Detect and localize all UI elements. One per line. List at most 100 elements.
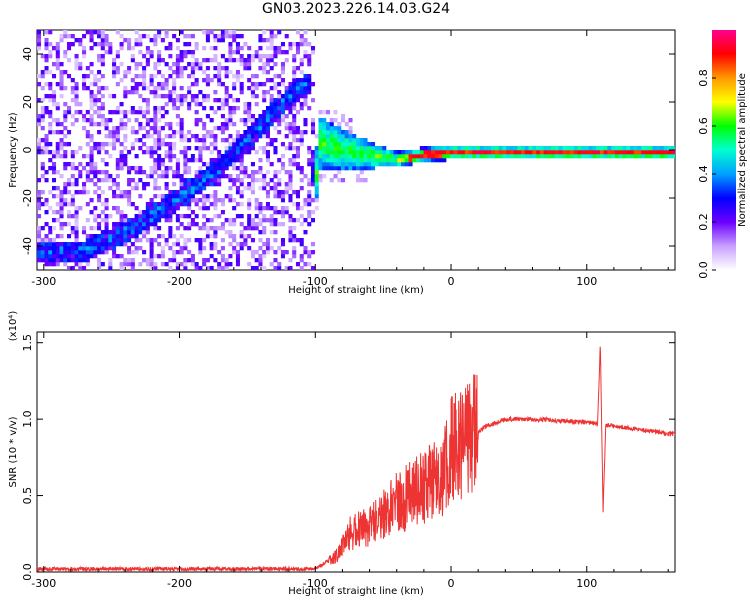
- heatmap-cell: [220, 174, 225, 179]
- heatmap-cell: [374, 150, 379, 155]
- heatmap-cell: [292, 42, 297, 47]
- heatmap-cell: [153, 186, 158, 191]
- heatmap-cell: [269, 114, 274, 119]
- heatmap-cell: [130, 226, 135, 231]
- heatmap-cell: [108, 42, 113, 47]
- heatmap-cell: [123, 234, 128, 239]
- heatmap-cell: [138, 146, 143, 151]
- heatmap-cell: [333, 174, 338, 179]
- heatmap-cell: [67, 210, 72, 215]
- heatmap-cell: [543, 146, 548, 151]
- heatmap-cell: [97, 186, 102, 191]
- heatmap-cell: [104, 230, 109, 235]
- heatmap-cell: [142, 86, 147, 91]
- heatmap-cell: [67, 258, 72, 263]
- heatmap-cell: [175, 162, 180, 167]
- heatmap-cell: [389, 154, 394, 159]
- heatmap-cell: [663, 154, 668, 159]
- heatmap-cell: [100, 34, 105, 39]
- heatmap-cell: [277, 90, 282, 95]
- heatmap-cell: [363, 142, 368, 147]
- heatmap-cell: [288, 102, 293, 107]
- heatmap-cell: [172, 102, 177, 107]
- heatmap-cell: [164, 214, 169, 219]
- heatmap-cell: [63, 254, 68, 259]
- spectrogram-x-axis-label: Height of straight line (km): [288, 285, 424, 296]
- heatmap-cell: [209, 162, 214, 167]
- heatmap-cell: [292, 250, 297, 255]
- heatmap-cell: [303, 246, 308, 251]
- heatmap-cell: [307, 162, 312, 167]
- heatmap-cell: [44, 234, 49, 239]
- heatmap-cell: [633, 146, 638, 151]
- heatmap-cell: [202, 78, 207, 83]
- heatmap-cell: [277, 82, 282, 87]
- heatmap-cell: [74, 62, 79, 67]
- heatmap-cell: [307, 194, 312, 199]
- heatmap-cell: [269, 118, 274, 123]
- heatmap-cell: [310, 162, 316, 167]
- heatmap-cell: [97, 226, 102, 231]
- heatmap-cell: [59, 94, 64, 99]
- heatmap-cell: [652, 154, 657, 159]
- heatmap-cell: [479, 150, 484, 155]
- heatmap-cell: [40, 146, 45, 151]
- heatmap-cell: [67, 182, 72, 187]
- heatmap-cell: [239, 134, 244, 139]
- heatmap-cell: [367, 146, 372, 151]
- heatmap-cell: [292, 130, 297, 135]
- heatmap-cell: [217, 34, 222, 39]
- heatmap-cell: [145, 174, 150, 179]
- heatmap-cell: [288, 234, 293, 239]
- heatmap-cell: [273, 34, 278, 39]
- heatmap-cell: [134, 238, 139, 243]
- heatmap-cell: [63, 86, 68, 91]
- heatmap-cell: [558, 146, 563, 151]
- heatmap-cell: [104, 38, 109, 43]
- heatmap-cell: [145, 218, 150, 223]
- heatmap-cell: [134, 62, 139, 67]
- heatmap-cell: [70, 254, 75, 259]
- heatmap-cell: [310, 118, 316, 123]
- heatmap-cell: [254, 134, 259, 139]
- heatmap-cell: [250, 138, 255, 143]
- heatmap-cell: [138, 38, 143, 43]
- heatmap-cell: [427, 146, 432, 151]
- heatmap-cell: [115, 186, 120, 191]
- heatmap-cell: [119, 150, 124, 155]
- heatmap-cell: [115, 234, 120, 239]
- heatmap-cell: [626, 146, 631, 151]
- heatmap-cell: [419, 158, 424, 163]
- heatmap-cell: [153, 214, 158, 219]
- heatmap-cell: [284, 34, 289, 39]
- heatmap-cell: [340, 158, 346, 163]
- heatmap-cell: [138, 230, 143, 235]
- heatmap-cell: [149, 242, 154, 247]
- heatmap-cell: [408, 162, 413, 167]
- heatmap-cell: [232, 74, 237, 79]
- heatmap-cell: [329, 178, 334, 183]
- heatmap-cell: [314, 190, 319, 195]
- heatmap-cell: [74, 234, 79, 239]
- heatmap-cell: [142, 182, 147, 187]
- heatmap-cell: [172, 62, 177, 67]
- heatmap-cell: [232, 82, 237, 87]
- heatmap-cell: [277, 114, 282, 119]
- heatmap-cell: [344, 142, 349, 147]
- heatmap-cell: [164, 262, 169, 267]
- heatmap-cell: [183, 146, 188, 151]
- heatmap-cell: [44, 58, 49, 63]
- heatmap-cell: [134, 170, 139, 175]
- heatmap-cell: [202, 162, 207, 167]
- heatmap-cell: [277, 170, 282, 175]
- heatmap-cell: [250, 94, 255, 99]
- heatmap-cell: [299, 206, 304, 211]
- heatmap-cell: [322, 162, 327, 167]
- heatmap-cell: [85, 118, 90, 123]
- heatmap-cell: [202, 186, 207, 191]
- heatmap-cell: [112, 58, 117, 63]
- heatmap-cell: [280, 214, 285, 219]
- heatmap-cell: [97, 30, 102, 35]
- heatmap-cell: [656, 150, 661, 155]
- heatmap-cell: [371, 162, 376, 167]
